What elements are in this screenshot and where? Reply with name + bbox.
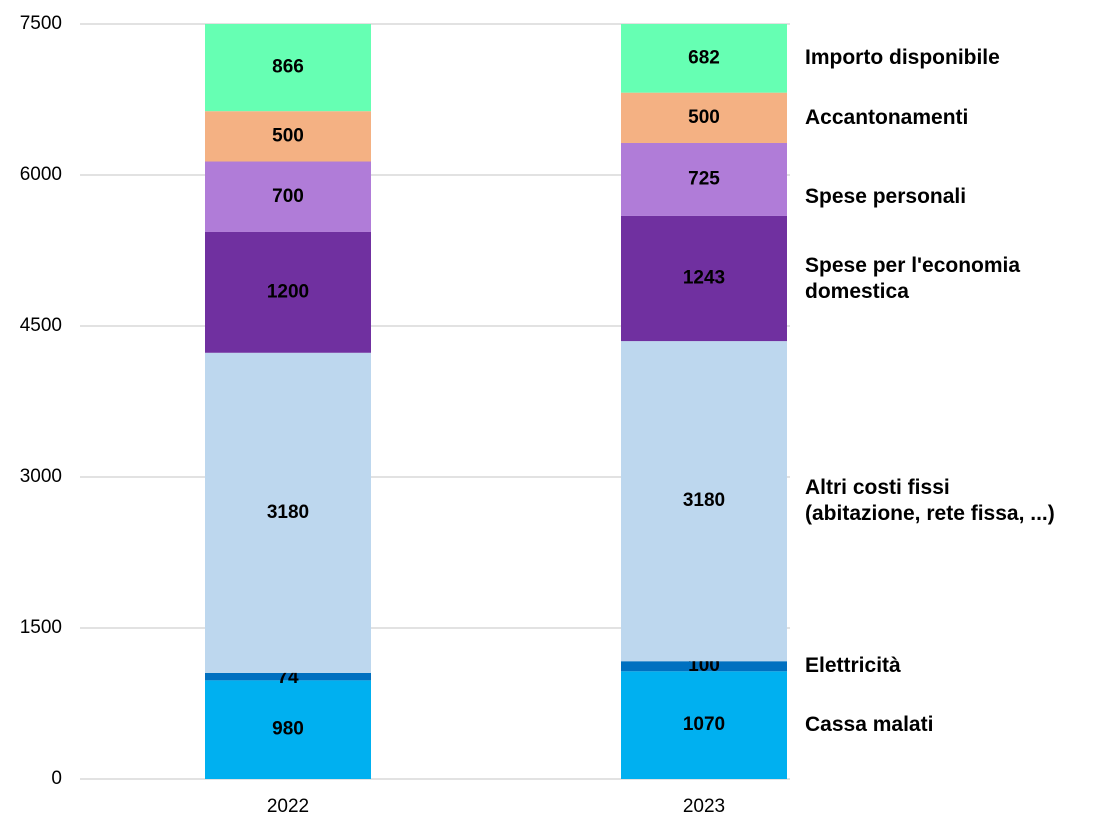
bar-segment: [621, 92, 787, 143]
data-label: 1243: [683, 268, 725, 289]
data-label: 1070: [683, 714, 725, 735]
legend-label: Elettricità: [805, 654, 901, 678]
legend-label: Spese per l'economia domestica: [805, 253, 1021, 303]
y-tick-label: 6000: [20, 164, 62, 185]
x-tick-label: 2023: [683, 796, 725, 817]
y-tick-label: 0: [51, 768, 62, 789]
y-tick-label: 7500: [20, 13, 62, 34]
bar-segment: [205, 161, 371, 232]
data-label: 1200: [267, 281, 309, 302]
legend-label: Altri costi fissi (abitazione, rete fiss…: [805, 476, 1055, 526]
y-tick-label: 4500: [20, 315, 62, 336]
data-label: 700: [272, 186, 304, 207]
data-label: 725: [688, 168, 720, 189]
bar-segment: [621, 24, 787, 93]
y-tick-label: 3000: [20, 466, 62, 487]
legend-label: Spese personali: [805, 185, 967, 209]
bar-segment: [205, 24, 371, 112]
bar-segment: [621, 341, 787, 662]
legend-label: Importo disponibile: [805, 46, 1000, 70]
bar-segment: [621, 661, 787, 672]
legend-label: Accantonamenti: [805, 105, 969, 129]
data-label: 3180: [683, 490, 725, 511]
bar-segment: [205, 231, 371, 353]
y-tick-label: 1500: [20, 617, 62, 638]
bar-segment: [205, 352, 371, 673]
data-label: 500: [272, 125, 304, 146]
bar-segment: [621, 215, 787, 342]
bar-segment: [205, 672, 371, 681]
legend-label: Cassa malati: [805, 713, 934, 737]
bar-segment: [621, 142, 787, 216]
bar-segment: [205, 680, 371, 779]
data-label: 682: [688, 47, 720, 68]
bar-segment: [205, 111, 371, 162]
data-label: 866: [272, 57, 304, 78]
data-label: 500: [688, 107, 720, 128]
data-label: 3180: [267, 502, 309, 523]
x-tick-label: 2022: [267, 796, 309, 817]
data-label: 980: [272, 719, 304, 740]
bar-segment: [621, 671, 787, 779]
